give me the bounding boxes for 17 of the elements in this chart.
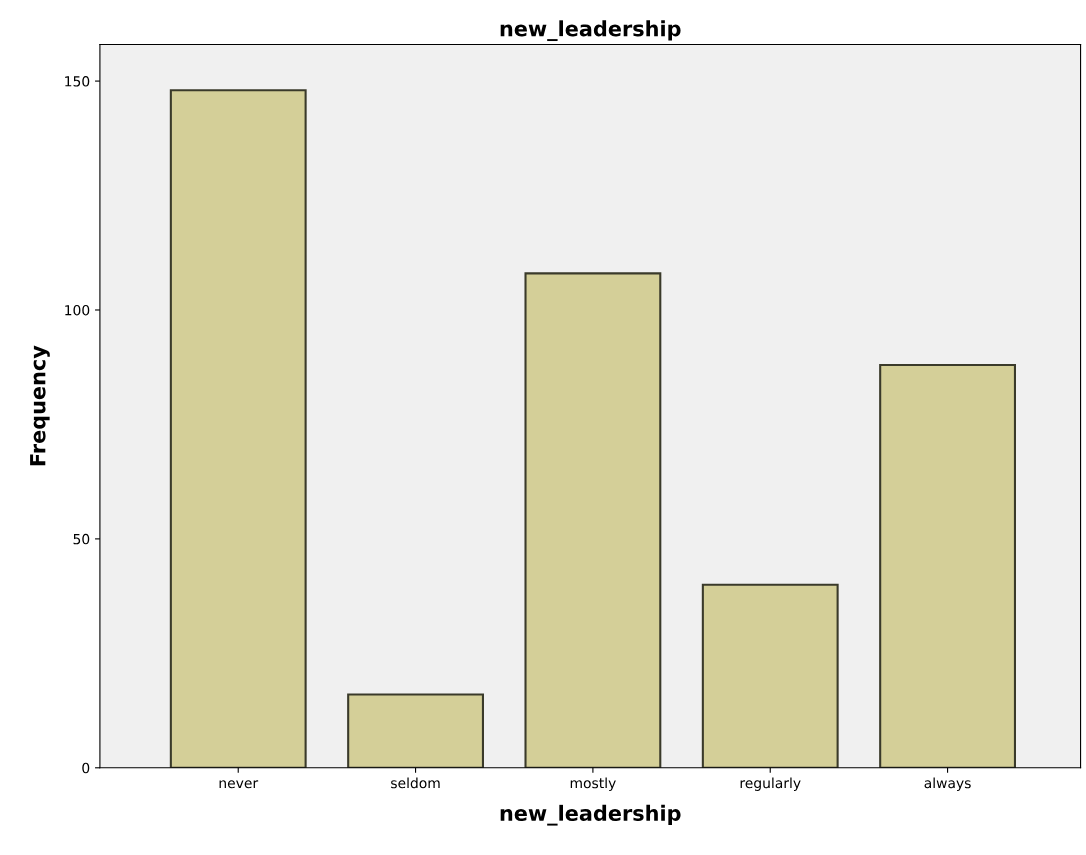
x-tick-label: seldom [391, 777, 440, 789]
y-tick-label: 0 [82, 762, 90, 774]
y-axis-title: Frequency [30, 345, 50, 466]
y-tick-label: 50 [73, 533, 90, 545]
y-tick-label: 100 [65, 304, 90, 316]
x-tick-label: mostly [570, 777, 616, 791]
bar [347, 693, 484, 768]
chart-title: new_leadership [500, 20, 681, 42]
x-tick-label: always [924, 777, 971, 791]
bar [879, 363, 1016, 768]
bar [169, 89, 307, 768]
bar [524, 272, 662, 768]
x-axis-title: new_leadership [500, 804, 681, 826]
y-tick-label: 150 [65, 76, 90, 87]
x-tick-label: never [219, 780, 259, 789]
bar [701, 583, 839, 768]
x-tick-label: regularly [740, 777, 801, 791]
